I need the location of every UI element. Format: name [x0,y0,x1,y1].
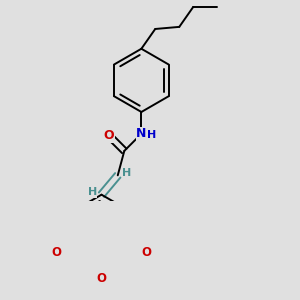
Text: O: O [103,129,114,142]
Text: N: N [136,127,147,140]
Text: O: O [97,272,106,284]
Text: H: H [88,188,97,197]
Text: O: O [141,246,151,259]
Text: O: O [52,246,62,259]
Text: H: H [147,130,156,140]
Text: H: H [122,168,132,178]
